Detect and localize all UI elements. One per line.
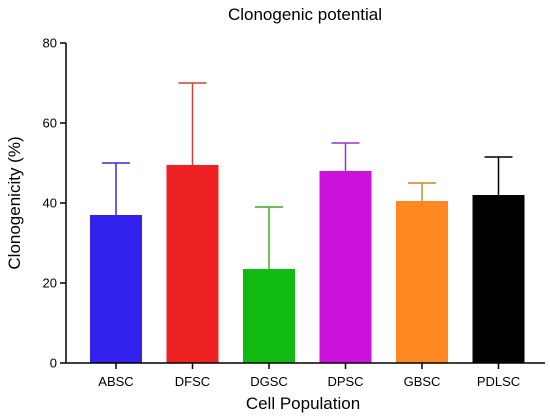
y-axis-label: Clonogenicity (%) <box>5 136 24 269</box>
plot-area: ABSC DFSC DGSC DPSC GBSC PDLSC 0 20 40 60 80 <box>43 36 545 389</box>
x-axis-label: Cell Population <box>246 394 360 413</box>
chart-title: Clonogenic potential <box>228 5 382 24</box>
x-tick-label-dpsc: DPSC <box>327 374 363 389</box>
bar-pdlsc <box>472 195 525 363</box>
x-tick-label-absc: ABSC <box>98 374 133 389</box>
y-tick-label-60: 60 <box>43 116 57 131</box>
bar-dgsc <box>243 269 295 363</box>
x-tick-label-dfsc: DFSC <box>175 374 210 389</box>
x-tick-label-gbsc: GBSC <box>404 374 441 389</box>
bar-dpsc <box>319 171 372 363</box>
y-tick-label-20: 20 <box>43 276 57 291</box>
bar-gbsc <box>396 201 448 363</box>
y-tick-label-80: 80 <box>43 36 57 51</box>
bar-absc <box>90 215 142 363</box>
y-tick-label-0: 0 <box>50 356 57 371</box>
x-tick-label-dgsc: DGSC <box>250 374 288 389</box>
bar-dfsc <box>166 165 219 363</box>
y-tick-label-40: 40 <box>43 196 57 211</box>
x-tick-label-pdlsc: PDLSC <box>477 374 520 389</box>
